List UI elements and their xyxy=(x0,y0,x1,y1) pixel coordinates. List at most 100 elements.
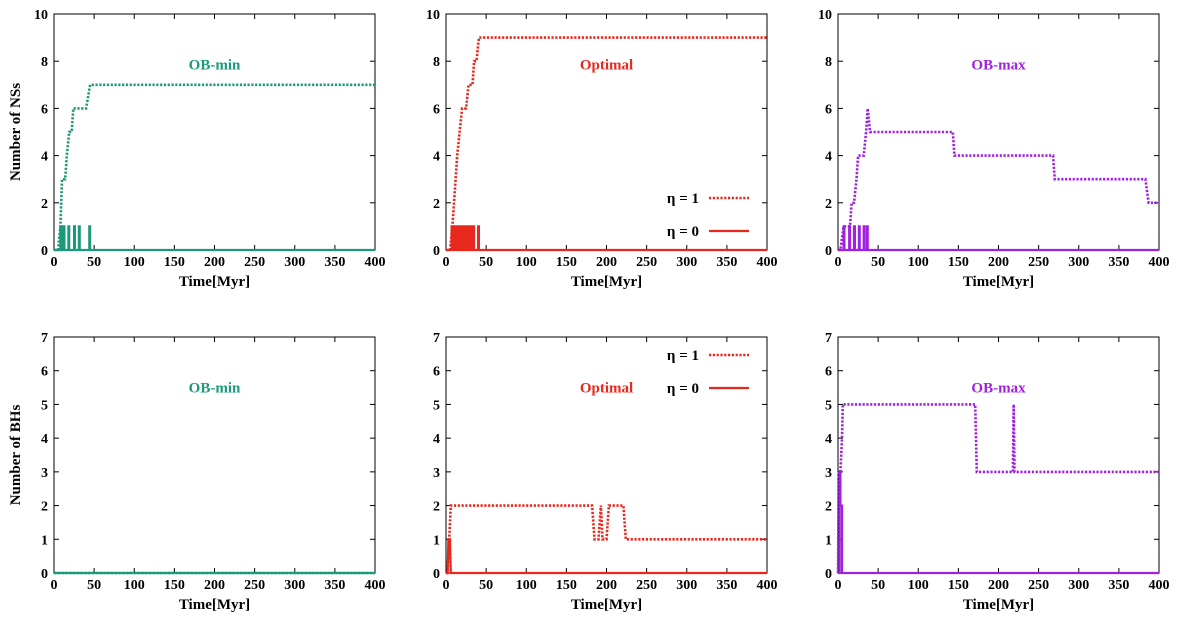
y-tick-label: 8 xyxy=(825,55,832,70)
series-eta-0 xyxy=(54,225,375,252)
x-tick-label: 50 xyxy=(87,578,101,593)
panel-bh-obmin: OB-min Time[Myr] Number of BHs 0 50 100 150… xyxy=(8,331,386,613)
x-tick-label: 150 xyxy=(948,255,969,270)
x-tick-label: 350 xyxy=(716,255,737,270)
plot-frame xyxy=(837,336,1160,574)
panel-ns-obmax: OB-max Time[Myr] 0 50 100 150 200 250 300 350 40… xyxy=(818,8,1170,290)
legend-label-eta1: η = 1 xyxy=(667,348,699,364)
x-tick-label: 150 xyxy=(164,578,185,593)
x-tick-label: 300 xyxy=(676,578,697,593)
x-tick-label: 100 xyxy=(908,578,929,593)
y-tick-label: 4 xyxy=(825,150,832,165)
panel-ns-obmin: OB-min Time[Myr] Number of NSs 0 50 100 150… xyxy=(8,8,386,290)
y-tick-label: 0 xyxy=(41,567,48,582)
x-tick-label: 400 xyxy=(1149,578,1170,593)
y-tick-label: 2 xyxy=(41,500,48,515)
series-eta-1 xyxy=(836,403,1159,574)
series-eta-0 xyxy=(446,538,767,575)
panel-title: OB-max xyxy=(971,381,1026,397)
series-eta-1 xyxy=(838,108,1159,252)
series-eta-0 xyxy=(446,225,767,252)
y-tick-label: 4 xyxy=(41,432,48,447)
x-tick-label: 200 xyxy=(596,255,617,270)
x-tick-label: 350 xyxy=(1108,255,1129,270)
plot-frame xyxy=(53,13,376,251)
y-tick-label: 0 xyxy=(433,244,440,259)
plot-frame xyxy=(53,336,376,574)
y-tick-label: 3 xyxy=(825,466,832,481)
y-tick-label: 3 xyxy=(41,466,48,481)
x-tick-label: 250 xyxy=(1028,255,1049,270)
panel-title: Optimal xyxy=(580,58,633,74)
y-tick-label: 0 xyxy=(433,567,440,582)
x-tick-label: 150 xyxy=(556,255,577,270)
x-axis-label: Time[Myr] xyxy=(571,597,642,613)
x-tick-label: 300 xyxy=(284,255,305,270)
panel-title: OB-max xyxy=(971,58,1026,74)
x-tick-label: 350 xyxy=(716,578,737,593)
y-tick-label: 6 xyxy=(825,102,832,117)
x-tick-label: 350 xyxy=(324,578,345,593)
x-axis-label: Time[Myr] xyxy=(963,597,1034,613)
x-tick-label: 50 xyxy=(871,255,885,270)
x-tick-label: 200 xyxy=(988,578,1009,593)
x-tick-label: 200 xyxy=(204,255,225,270)
y-tick-label: 0 xyxy=(825,567,832,582)
x-tick-label: 350 xyxy=(1108,578,1129,593)
x-tick-label: 0 xyxy=(51,255,58,270)
y-tick-label: 10 xyxy=(34,8,48,23)
panel-title: OB-min xyxy=(189,381,241,397)
y-tick-label: 2 xyxy=(825,500,832,515)
x-axis-label: Time[Myr] xyxy=(571,274,642,290)
x-tick-label: 400 xyxy=(757,578,778,593)
y-tick-label: 1 xyxy=(433,533,440,548)
y-tick-label: 2 xyxy=(41,197,48,212)
x-tick-label: 0 xyxy=(835,255,842,270)
y-tick-label: 0 xyxy=(825,244,832,259)
y-tick-label: 5 xyxy=(433,398,440,413)
x-tick-label: 100 xyxy=(124,255,145,270)
y-tick-label: 8 xyxy=(433,55,440,70)
series-eta-0 xyxy=(838,225,1159,252)
legend-label-eta0: η = 0 xyxy=(667,381,699,397)
panel-bh-optimal: Optimal Time[Myr] η = 1 η = 0 0 50 100 150 2… xyxy=(433,331,778,613)
y-tick-label: 6 xyxy=(41,365,48,380)
panel-title: OB-min xyxy=(189,58,241,74)
y-tick-label: 10 xyxy=(818,8,832,23)
x-tick-label: 250 xyxy=(636,578,657,593)
x-tick-label: 300 xyxy=(1068,255,1089,270)
x-tick-label: 400 xyxy=(365,255,386,270)
y-tick-label: 2 xyxy=(433,197,440,212)
y-tick-label: 5 xyxy=(825,398,832,413)
x-tick-label: 400 xyxy=(757,255,778,270)
y-tick-label: 6 xyxy=(433,102,440,117)
x-tick-label: 200 xyxy=(988,255,1009,270)
series-eta-0 xyxy=(838,470,1159,575)
y-tick-label: 4 xyxy=(433,432,440,447)
y-tick-label: 4 xyxy=(825,432,832,447)
x-tick-label: 100 xyxy=(124,578,145,593)
x-tick-label: 100 xyxy=(516,578,537,593)
y-tick-label: 7 xyxy=(433,331,440,346)
x-tick-label: 0 xyxy=(443,578,450,593)
x-tick-label: 100 xyxy=(516,255,537,270)
x-tick-label: 250 xyxy=(244,255,265,270)
y-tick-label: 2 xyxy=(433,500,440,515)
series-eta-1 xyxy=(54,83,375,252)
x-tick-label: 50 xyxy=(87,255,101,270)
y-tick-label: 5 xyxy=(41,398,48,413)
x-tick-label: 250 xyxy=(244,578,265,593)
x-tick-label: 400 xyxy=(365,578,386,593)
x-tick-label: 150 xyxy=(556,578,577,593)
y-tick-label: 4 xyxy=(41,150,48,165)
y-tick-label: 0 xyxy=(41,244,48,259)
y-tick-label: 6 xyxy=(433,365,440,380)
plot-frame xyxy=(445,13,768,251)
x-tick-label: 0 xyxy=(835,578,842,593)
y-axis-label: Number of NSs xyxy=(8,83,24,181)
x-tick-label: 150 xyxy=(164,255,185,270)
x-tick-label: 50 xyxy=(479,255,493,270)
y-tick-label: 6 xyxy=(41,102,48,117)
x-tick-label: 200 xyxy=(596,578,617,593)
y-tick-label: 8 xyxy=(41,55,48,70)
